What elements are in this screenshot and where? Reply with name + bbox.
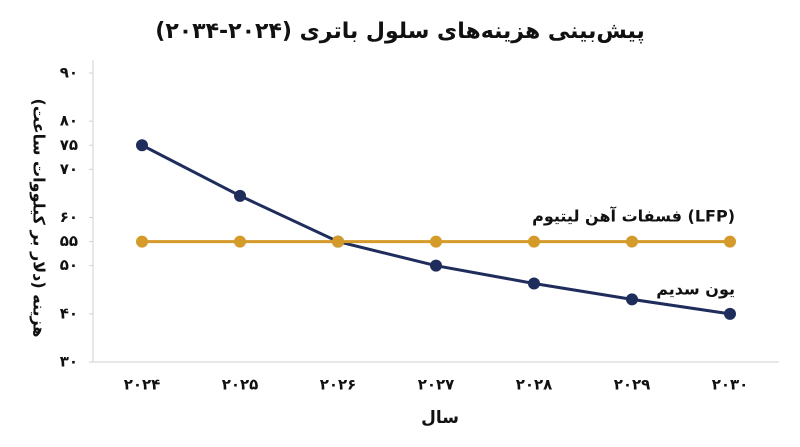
data-point xyxy=(136,235,148,248)
y-tick-label: ۷۵ xyxy=(60,136,78,154)
data-point xyxy=(626,293,638,306)
y-tick-label: ۴۰ xyxy=(60,304,78,322)
data-point xyxy=(234,189,246,202)
x-tick-label: ۲۰۳۰ xyxy=(712,376,749,394)
x-tick-label: ۲۰۲۴ xyxy=(124,376,161,394)
y-tick-label: ۸۰ xyxy=(60,112,78,130)
y-tick-label: ۶۰ xyxy=(60,208,78,226)
x-tick-label: ۲۰۲۹ xyxy=(614,376,651,394)
data-point xyxy=(136,139,148,152)
data-point xyxy=(430,235,442,248)
x-tick-label: ۲۰۲۵ xyxy=(222,376,259,394)
y-tick-label: ۹۰ xyxy=(60,64,78,82)
y-tick-label: ۳۰ xyxy=(60,353,78,371)
y-tick-label: ۵۰ xyxy=(60,256,78,274)
data-point xyxy=(724,307,736,320)
data-point xyxy=(430,259,442,272)
x-tick-label: ۲۰۲۸ xyxy=(516,376,553,394)
y-tick-label: ۵۵ xyxy=(60,232,78,250)
data-point xyxy=(528,235,540,248)
data-point xyxy=(528,277,540,290)
data-point xyxy=(234,235,246,248)
legend-label: یون سدیم xyxy=(656,280,735,299)
x-tick-label: ۲۰۲۷ xyxy=(418,376,455,394)
data-point xyxy=(332,235,344,248)
x-axis-label: سال xyxy=(421,408,459,428)
series-line xyxy=(141,143,731,316)
x-tick-label: ۲۰۲۶ xyxy=(320,376,357,394)
y-tick-label: ۷۰ xyxy=(60,160,78,178)
data-point xyxy=(626,235,638,248)
legend-label: فسفات آهن لیتیوم (LFP) xyxy=(532,206,735,226)
y-axis-label: هزینه (دلار بر کیلووات ساعت) xyxy=(30,98,49,337)
data-point xyxy=(724,235,736,248)
chart-title: پیش‌بینی هزینه‌های سلول باتری (۲۰۲۴-۲۰۳۴… xyxy=(155,19,644,44)
